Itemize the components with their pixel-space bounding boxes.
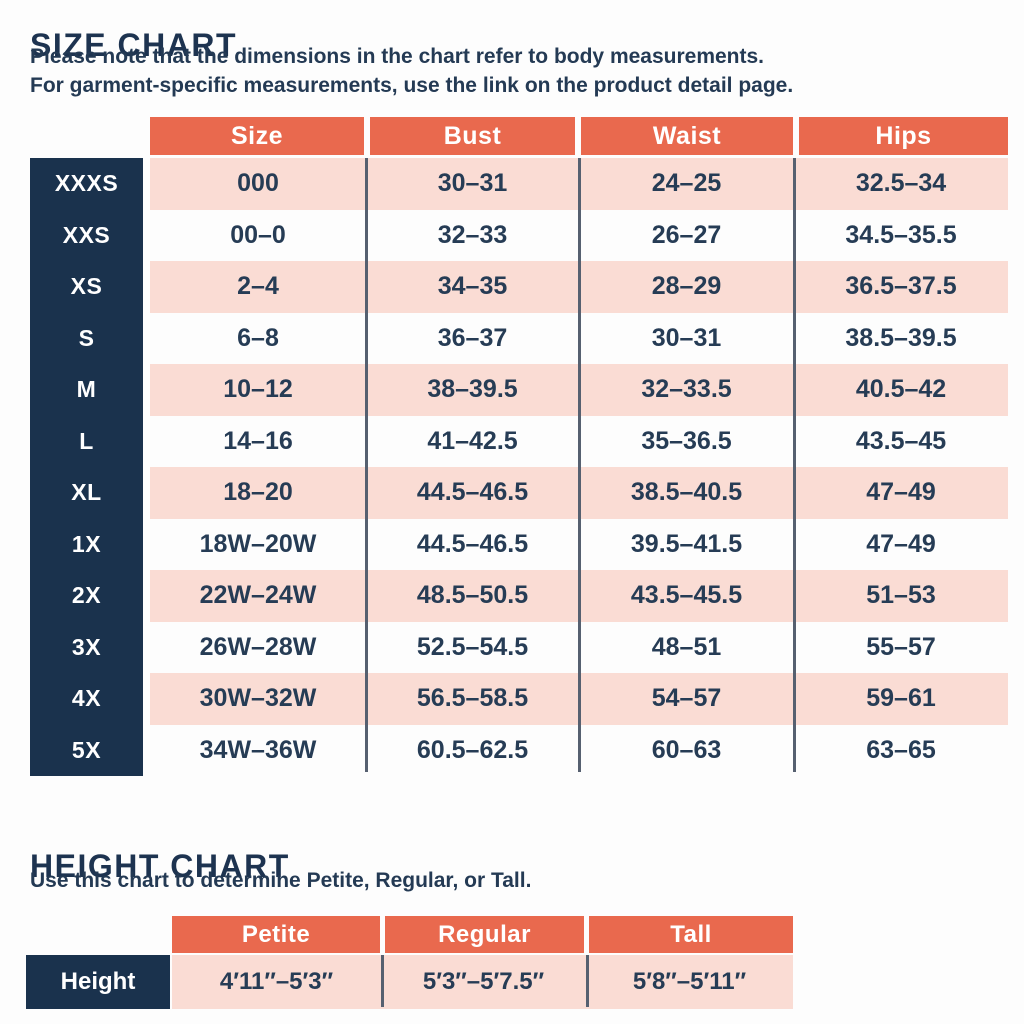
size-chart-note-line2: For garment-specific measurements, use t… xyxy=(30,74,794,97)
size-table-body: 000 30–31 24–25 32.5–34 00–0 32–33 26–27… xyxy=(150,158,1008,776)
header-cell-tall: Tall xyxy=(589,916,793,953)
size-cell: 14–16 xyxy=(223,426,293,455)
waist-cell: 39.5–41.5 xyxy=(630,529,743,558)
hips-cell: 63–65 xyxy=(866,735,936,764)
height-chart-title: HEIGHT CHART xyxy=(30,848,290,885)
row-label: 5X xyxy=(71,736,102,763)
hips-cell: 47–49 xyxy=(866,478,936,507)
row-label: 3X xyxy=(71,633,102,660)
hips-cell: 51–53 xyxy=(866,581,936,610)
hips-cell: 47–49 xyxy=(866,529,936,558)
bust-cell: 34–35 xyxy=(437,272,508,301)
header-cell-regular: Regular xyxy=(385,916,584,953)
bust-cell: 52.5–54.5 xyxy=(416,632,529,661)
row-label: 2X xyxy=(71,582,102,609)
bust-cell: 60.5–62.5 xyxy=(416,735,529,764)
column-divider xyxy=(578,158,581,772)
waist-cell: 43.5–45.5 xyxy=(630,581,743,610)
tall-cell: 5′8″–5′11″ xyxy=(632,968,747,995)
size-cell: 000 xyxy=(237,169,279,198)
size-chart-note-line1: Please note that the dimensions in the c… xyxy=(30,45,765,68)
size-chart-note: Please note that the dimensions in the c… xyxy=(30,42,793,100)
bust-cell: 38–39.5 xyxy=(427,375,518,404)
row-label: XXS xyxy=(62,221,111,248)
bust-cell: 30–31 xyxy=(437,169,508,198)
hips-cell: 36.5–37.5 xyxy=(845,272,957,301)
row-label: XXXS xyxy=(54,170,119,197)
waist-cell: 32–33.5 xyxy=(641,375,732,404)
regular-cell: 5′3″–5′7.5″ xyxy=(422,968,545,995)
waist-cell: 54–57 xyxy=(651,684,722,713)
size-chart-title: SIZE CHART xyxy=(30,27,237,64)
size-cell: 10–12 xyxy=(223,375,293,404)
hips-cell: 38.5–39.5 xyxy=(845,323,957,352)
row-label: XS xyxy=(70,273,103,300)
size-cell: 18W–20W xyxy=(199,529,317,558)
size-cell: 30W–32W xyxy=(199,684,317,713)
row-label: 4X xyxy=(71,685,102,712)
bust-cell: 36–37 xyxy=(437,323,508,352)
row-label: XL xyxy=(71,479,102,506)
size-cell: 18–20 xyxy=(223,478,293,507)
hips-cell: 34.5–35.5 xyxy=(845,220,957,249)
header-cell-hips: Hips xyxy=(799,117,1008,155)
header-cell-bust: Bust xyxy=(370,117,575,155)
height-table-header: Petite Regular Tall xyxy=(172,916,793,953)
height-row-label: Height xyxy=(26,955,170,1009)
height-chart-note: Use this chart to determine Petite, Regu… xyxy=(30,869,532,892)
column-divider xyxy=(381,955,384,1007)
row-label: S xyxy=(78,324,95,351)
height-table-body: 4′11″–5′3″ 5′3″–5′7.5″ 5′8″–5′11″ xyxy=(172,955,793,1009)
bust-cell: 41–42.5 xyxy=(427,426,518,455)
header-cell-size: Size xyxy=(150,117,364,155)
waist-cell: 38.5–40.5 xyxy=(630,478,743,507)
size-row-label-column: XXXS XXS XS S M L XL 1X 2X 3X 4X 5X xyxy=(30,158,143,776)
hips-cell: 43.5–45 xyxy=(855,426,947,455)
bust-cell: 48.5–50.5 xyxy=(416,581,529,610)
bust-cell: 56.5–58.5 xyxy=(416,684,529,713)
hips-cell: 59–61 xyxy=(866,684,936,713)
size-cell: 00–0 xyxy=(230,220,286,249)
bust-cell: 32–33 xyxy=(437,220,508,249)
column-divider xyxy=(793,158,796,772)
hips-cell: 32.5–34 xyxy=(855,169,947,198)
row-label: M xyxy=(76,376,97,403)
size-cell: 6–8 xyxy=(237,323,279,352)
column-divider xyxy=(365,158,368,772)
size-cell: 34W–36W xyxy=(199,735,317,764)
bust-cell: 44.5–46.5 xyxy=(416,478,529,507)
waist-cell: 30–31 xyxy=(651,323,722,352)
size-cell: 2–4 xyxy=(237,272,279,301)
hips-cell: 55–57 xyxy=(866,632,936,661)
waist-cell: 28–29 xyxy=(651,272,722,301)
bust-cell: 44.5–46.5 xyxy=(416,529,529,558)
row-label: 1X xyxy=(71,530,102,557)
row-label: L xyxy=(79,427,94,454)
size-cell: 22W–24W xyxy=(199,581,317,610)
size-cell: 26W–28W xyxy=(199,632,317,661)
hips-cell: 40.5–42 xyxy=(855,375,947,404)
header-cell-petite: Petite xyxy=(172,916,380,953)
header-cell-waist: Waist xyxy=(581,117,793,155)
waist-cell: 35–36.5 xyxy=(641,426,732,455)
petite-cell: 4′11″–5′3″ xyxy=(219,968,334,995)
waist-cell: 24–25 xyxy=(651,169,722,198)
waist-cell: 48–51 xyxy=(651,632,722,661)
waist-cell: 26–27 xyxy=(651,220,722,249)
column-divider xyxy=(586,955,589,1007)
waist-cell: 60–63 xyxy=(651,735,722,764)
size-table-header: Size Bust Waist Hips xyxy=(150,117,1008,155)
